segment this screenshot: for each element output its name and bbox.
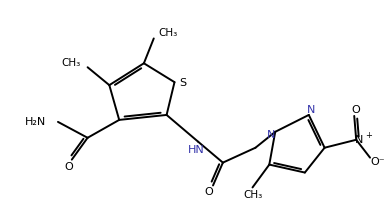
Text: O: O — [65, 161, 73, 172]
Text: CH₃: CH₃ — [62, 58, 80, 68]
Text: N: N — [307, 105, 315, 115]
Text: H₂N: H₂N — [25, 117, 46, 127]
Text: O: O — [352, 105, 361, 115]
Text: N: N — [355, 135, 363, 145]
Text: CH₃: CH₃ — [243, 190, 262, 200]
Text: N: N — [267, 130, 276, 140]
Text: O: O — [205, 187, 214, 197]
Text: +: + — [365, 131, 372, 140]
Text: HN: HN — [188, 145, 205, 155]
Text: CH₃: CH₃ — [159, 29, 178, 38]
Text: S: S — [179, 78, 186, 88]
Text: O⁻: O⁻ — [371, 157, 385, 167]
